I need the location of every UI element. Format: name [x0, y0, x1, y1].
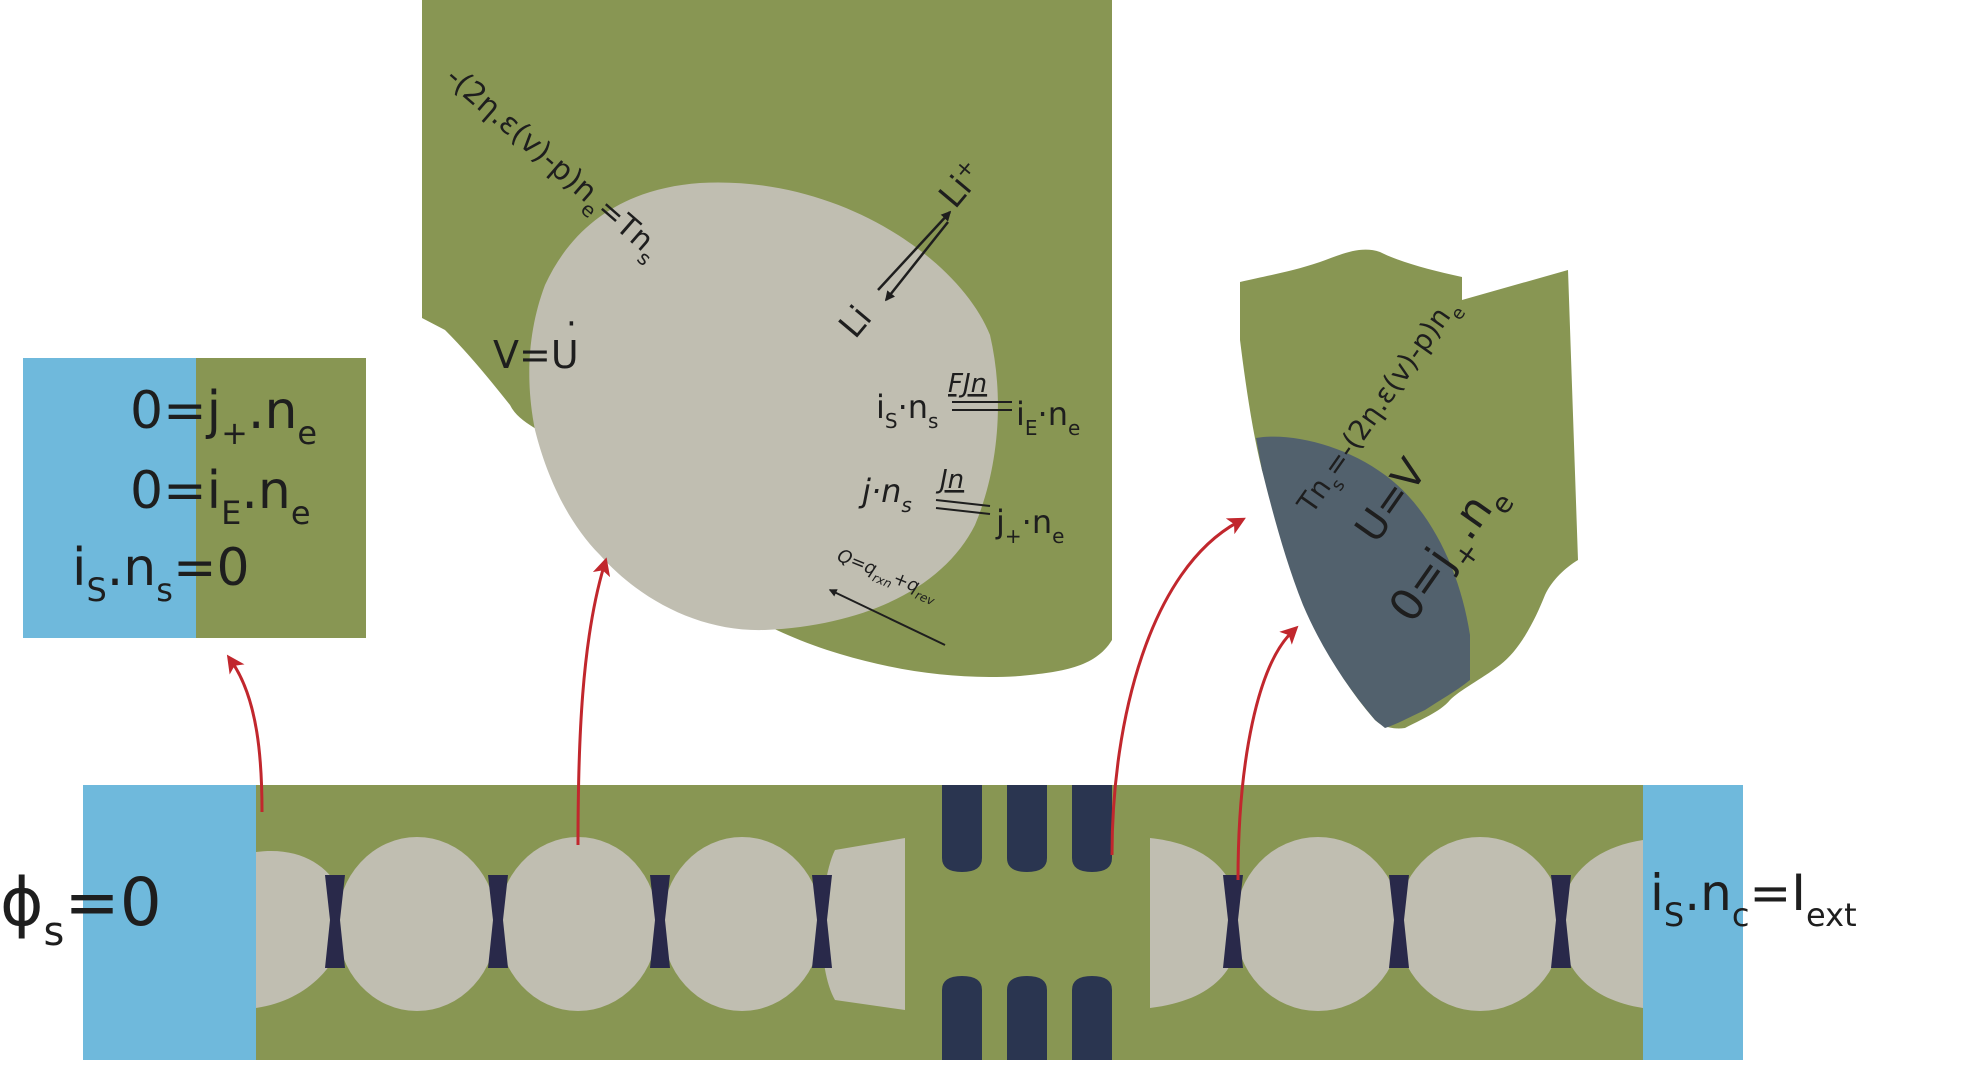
- flux-bc-right: j+·ne: [995, 503, 1064, 548]
- particle: [256, 850, 350, 1008]
- left-particle-chain: [256, 837, 905, 1011]
- particle: [498, 837, 658, 1011]
- particle: [337, 837, 497, 1011]
- inset-electrolyte: [196, 358, 366, 638]
- flux-equation: 0=j+.ne: [130, 381, 317, 452]
- solid-current-equation: iS.ns=0: [72, 538, 250, 609]
- separator-block: [942, 976, 982, 1060]
- particle: [1560, 840, 1643, 1008]
- separator-block: [1072, 976, 1112, 1060]
- li-arrow: [884, 221, 949, 302]
- callout-arrow: [1236, 625, 1299, 881]
- inset-slate-region: [1256, 436, 1470, 728]
- callout-arrows: [226, 517, 1299, 881]
- callout-arrow: [576, 557, 611, 846]
- callout-arrow: [1110, 517, 1246, 856]
- inset-particle: [529, 182, 998, 631]
- equals-bar: [935, 499, 991, 507]
- particle: [1235, 837, 1401, 1011]
- separator-block: [1072, 785, 1112, 872]
- particle: [662, 837, 822, 1011]
- battery-cell: ϕs=0 iS.nc=Iext: [0, 785, 1857, 1060]
- separator-block: [1007, 976, 1047, 1060]
- separator-interface-inset: Tns=-(2η.ε(v)-p)ne U=V 0=j+.ne: [1240, 249, 1578, 729]
- velocity-boundary-condition: V=U: [493, 333, 579, 377]
- anode-current-collector: [83, 785, 256, 1060]
- flux-bc-over: Jn: [935, 465, 964, 495]
- particle: [1397, 837, 1563, 1011]
- particle: [821, 838, 905, 1010]
- separator-blocks: [942, 785, 1112, 1060]
- cathode-current-collector: [1643, 785, 1743, 1060]
- particle-neck: [488, 875, 508, 968]
- particle-interface-inset: -(2η.ε(v)-p)ne=Tns V=U · Li+ Li iS·ns FJ…: [422, 0, 1112, 678]
- particle-neck: [650, 875, 670, 968]
- right-particle-chain: [1150, 837, 1643, 1011]
- right-boundary-condition: iS.nc=Iext: [1650, 864, 1857, 934]
- particle: [1150, 838, 1240, 1008]
- current-bc-right: iE·ne: [1016, 395, 1080, 440]
- flux-bc-left: j·ns: [858, 472, 912, 517]
- current-bc-left: iS·ns: [876, 388, 938, 433]
- particle-neck: [812, 875, 832, 968]
- velocity-dot: ·: [566, 304, 577, 344]
- anode-interface-inset: 0=j+.ne 0=iE.ne iS.ns=0: [23, 358, 366, 638]
- equals-bar: [935, 507, 991, 515]
- heat-arrow: [828, 589, 946, 646]
- separator-block: [942, 785, 982, 872]
- particle-neck: [1551, 875, 1571, 968]
- inset-collector: [23, 358, 196, 638]
- particle-neck: [1389, 875, 1409, 968]
- particle-neck: [325, 875, 345, 968]
- heat-boundary-condition: Q=qrxn+qrev: [833, 545, 942, 608]
- current-bc-over: FJn: [948, 369, 987, 399]
- left-boundary-condition: ϕs=0: [0, 864, 162, 955]
- separator-block: [1007, 785, 1047, 872]
- callout-arrow: [226, 654, 264, 813]
- particle-neck: [1223, 875, 1243, 968]
- li-plus-arrow: [877, 210, 952, 291]
- current-equation: 0=iE.ne: [130, 461, 311, 532]
